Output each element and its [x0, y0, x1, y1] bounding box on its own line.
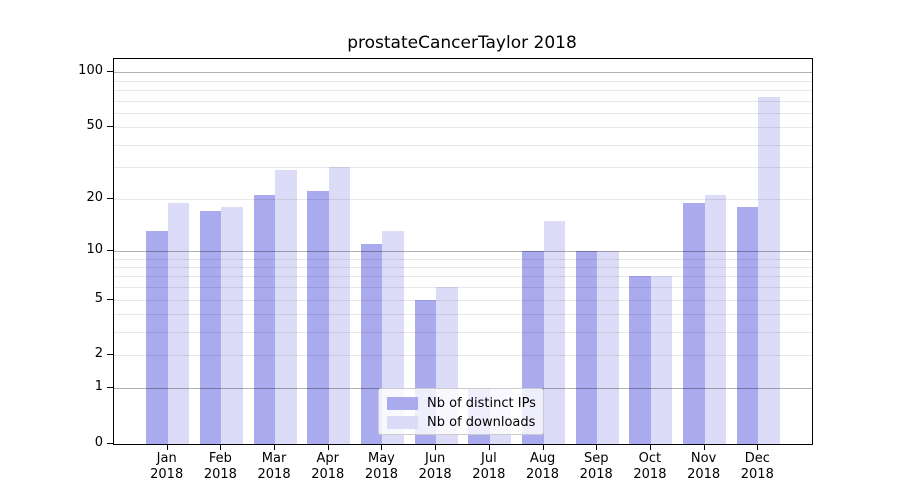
legend-label-downloads: Nb of downloads: [427, 415, 536, 430]
bar-distinct-ips-nov: [683, 202, 705, 444]
gridline-minor-6: [114, 287, 812, 289]
y-tick-label-5: 5: [94, 290, 103, 306]
x-tick-label-apr: Apr 2018: [311, 451, 345, 482]
x-tick-label-mar: Mar 2018: [257, 451, 291, 482]
gridline-major-10: [114, 250, 812, 252]
x-tick-label-jul: Jul 2018: [472, 451, 506, 482]
y-tick-label-1: 1: [94, 379, 103, 395]
gridline-minor-70: [114, 100, 812, 102]
bar-downloads-sep: [597, 250, 619, 444]
y-tick-label-10: 10: [86, 241, 103, 257]
legend-label-distinct-ips: Nb of distinct IPs: [427, 396, 536, 411]
y-tick-label-20: 20: [86, 189, 103, 205]
gridline-major-100: [114, 72, 812, 74]
x-tick-mark-dec: [757, 444, 759, 450]
y-tick-mark-1: [107, 387, 113, 389]
x-tick-mark-jun: [435, 444, 437, 450]
bar-distinct-ips-may: [360, 243, 383, 444]
x-tick-label-aug: Aug 2018: [525, 451, 560, 482]
x-tick-mark-jul: [488, 444, 490, 450]
y-tick-mark-50: [107, 126, 113, 128]
gridline-minor-30: [114, 167, 812, 169]
gridline-minor-50: [114, 127, 812, 129]
bar-distinct-ips-apr: [307, 191, 329, 444]
y-tick-mark-2: [107, 354, 113, 356]
x-tick-mark-jan: [166, 444, 168, 450]
bar-distinct-ips-sep: [575, 250, 598, 444]
bar-distinct-ips-mar: [253, 195, 276, 444]
x-tick-mark-may: [381, 444, 383, 450]
legend-swatch-distinct-ips-icon: [387, 397, 418, 410]
y-tick-mark-10: [107, 249, 113, 251]
bar-downloads-dec: [758, 97, 780, 444]
x-tick-mark-aug: [542, 444, 544, 450]
gridline-minor-5: [114, 299, 812, 301]
x-tick-mark-oct: [649, 444, 651, 450]
gridline-minor-3: [114, 332, 812, 334]
x-tick-label-feb: Feb 2018: [203, 451, 237, 482]
gridline-minor-9: [114, 258, 812, 260]
y-tick-label-100: 100: [78, 63, 103, 79]
plot-area: [113, 58, 813, 445]
gridline-minor-80: [114, 89, 812, 91]
y-tick-mark-100: [107, 71, 113, 73]
x-tick-label-jan: Jan 2018: [150, 451, 184, 482]
bar-downloads-apr: [328, 167, 351, 444]
x-tick-label-sep: Sep 2018: [579, 451, 613, 482]
y-tick-label-2: 2: [94, 346, 103, 362]
bar-downloads-nov: [704, 195, 727, 444]
y-tick-mark-20: [107, 197, 113, 199]
x-tick-label-may: May 2018: [364, 451, 398, 482]
gridline-minor-90: [114, 80, 812, 82]
x-tick-mark-nov: [703, 444, 705, 450]
legend-item-downloads: Nb of downloads: [387, 413, 543, 432]
gridline-minor-40: [114, 144, 812, 146]
bar-downloads-jan: [167, 202, 190, 444]
chart-title: prostateCancerTaylor 2018: [347, 33, 577, 53]
x-tick-mark-sep: [596, 444, 598, 450]
x-tick-mark-mar: [274, 444, 276, 450]
bar-distinct-ips-jan: [146, 231, 168, 444]
bar-downloads-feb: [221, 206, 243, 444]
y-tick-label-50: 50: [86, 118, 103, 134]
x-tick-mark-apr: [327, 444, 329, 450]
legend-swatch-downloads-icon: [387, 416, 418, 429]
x-tick-label-oct: Oct 2018: [633, 451, 667, 482]
bar-downloads-oct: [650, 276, 673, 444]
x-tick-label-nov: Nov 2018: [687, 451, 721, 482]
bar-downloads-mar: [275, 170, 297, 444]
bar-distinct-ips-dec: [736, 206, 759, 444]
bar-downloads-aug: [543, 220, 566, 444]
legend: Nb of distinct IPs Nb of downloads: [378, 388, 544, 435]
y-tick-mark-5: [107, 298, 113, 300]
gridline-minor-7: [114, 276, 812, 278]
bar-distinct-ips-feb: [199, 211, 222, 444]
bar-distinct-ips-oct: [629, 276, 651, 444]
gridline-minor-2: [114, 355, 812, 357]
gridline-minor-20: [114, 198, 812, 200]
x-tick-label-dec: Dec 2018: [740, 451, 774, 482]
legend-item-distinct-ips: Nb of distinct IPs: [387, 394, 543, 413]
x-tick-label-jun: Jun 2018: [418, 451, 452, 482]
x-tick-mark-feb: [220, 444, 222, 450]
gridline-minor-60: [114, 112, 812, 114]
y-tick-label-0: 0: [94, 435, 103, 450]
gridline-minor-4: [114, 314, 812, 316]
y-tick-mark-0: [107, 443, 113, 444]
gridline-minor-8: [114, 266, 812, 268]
